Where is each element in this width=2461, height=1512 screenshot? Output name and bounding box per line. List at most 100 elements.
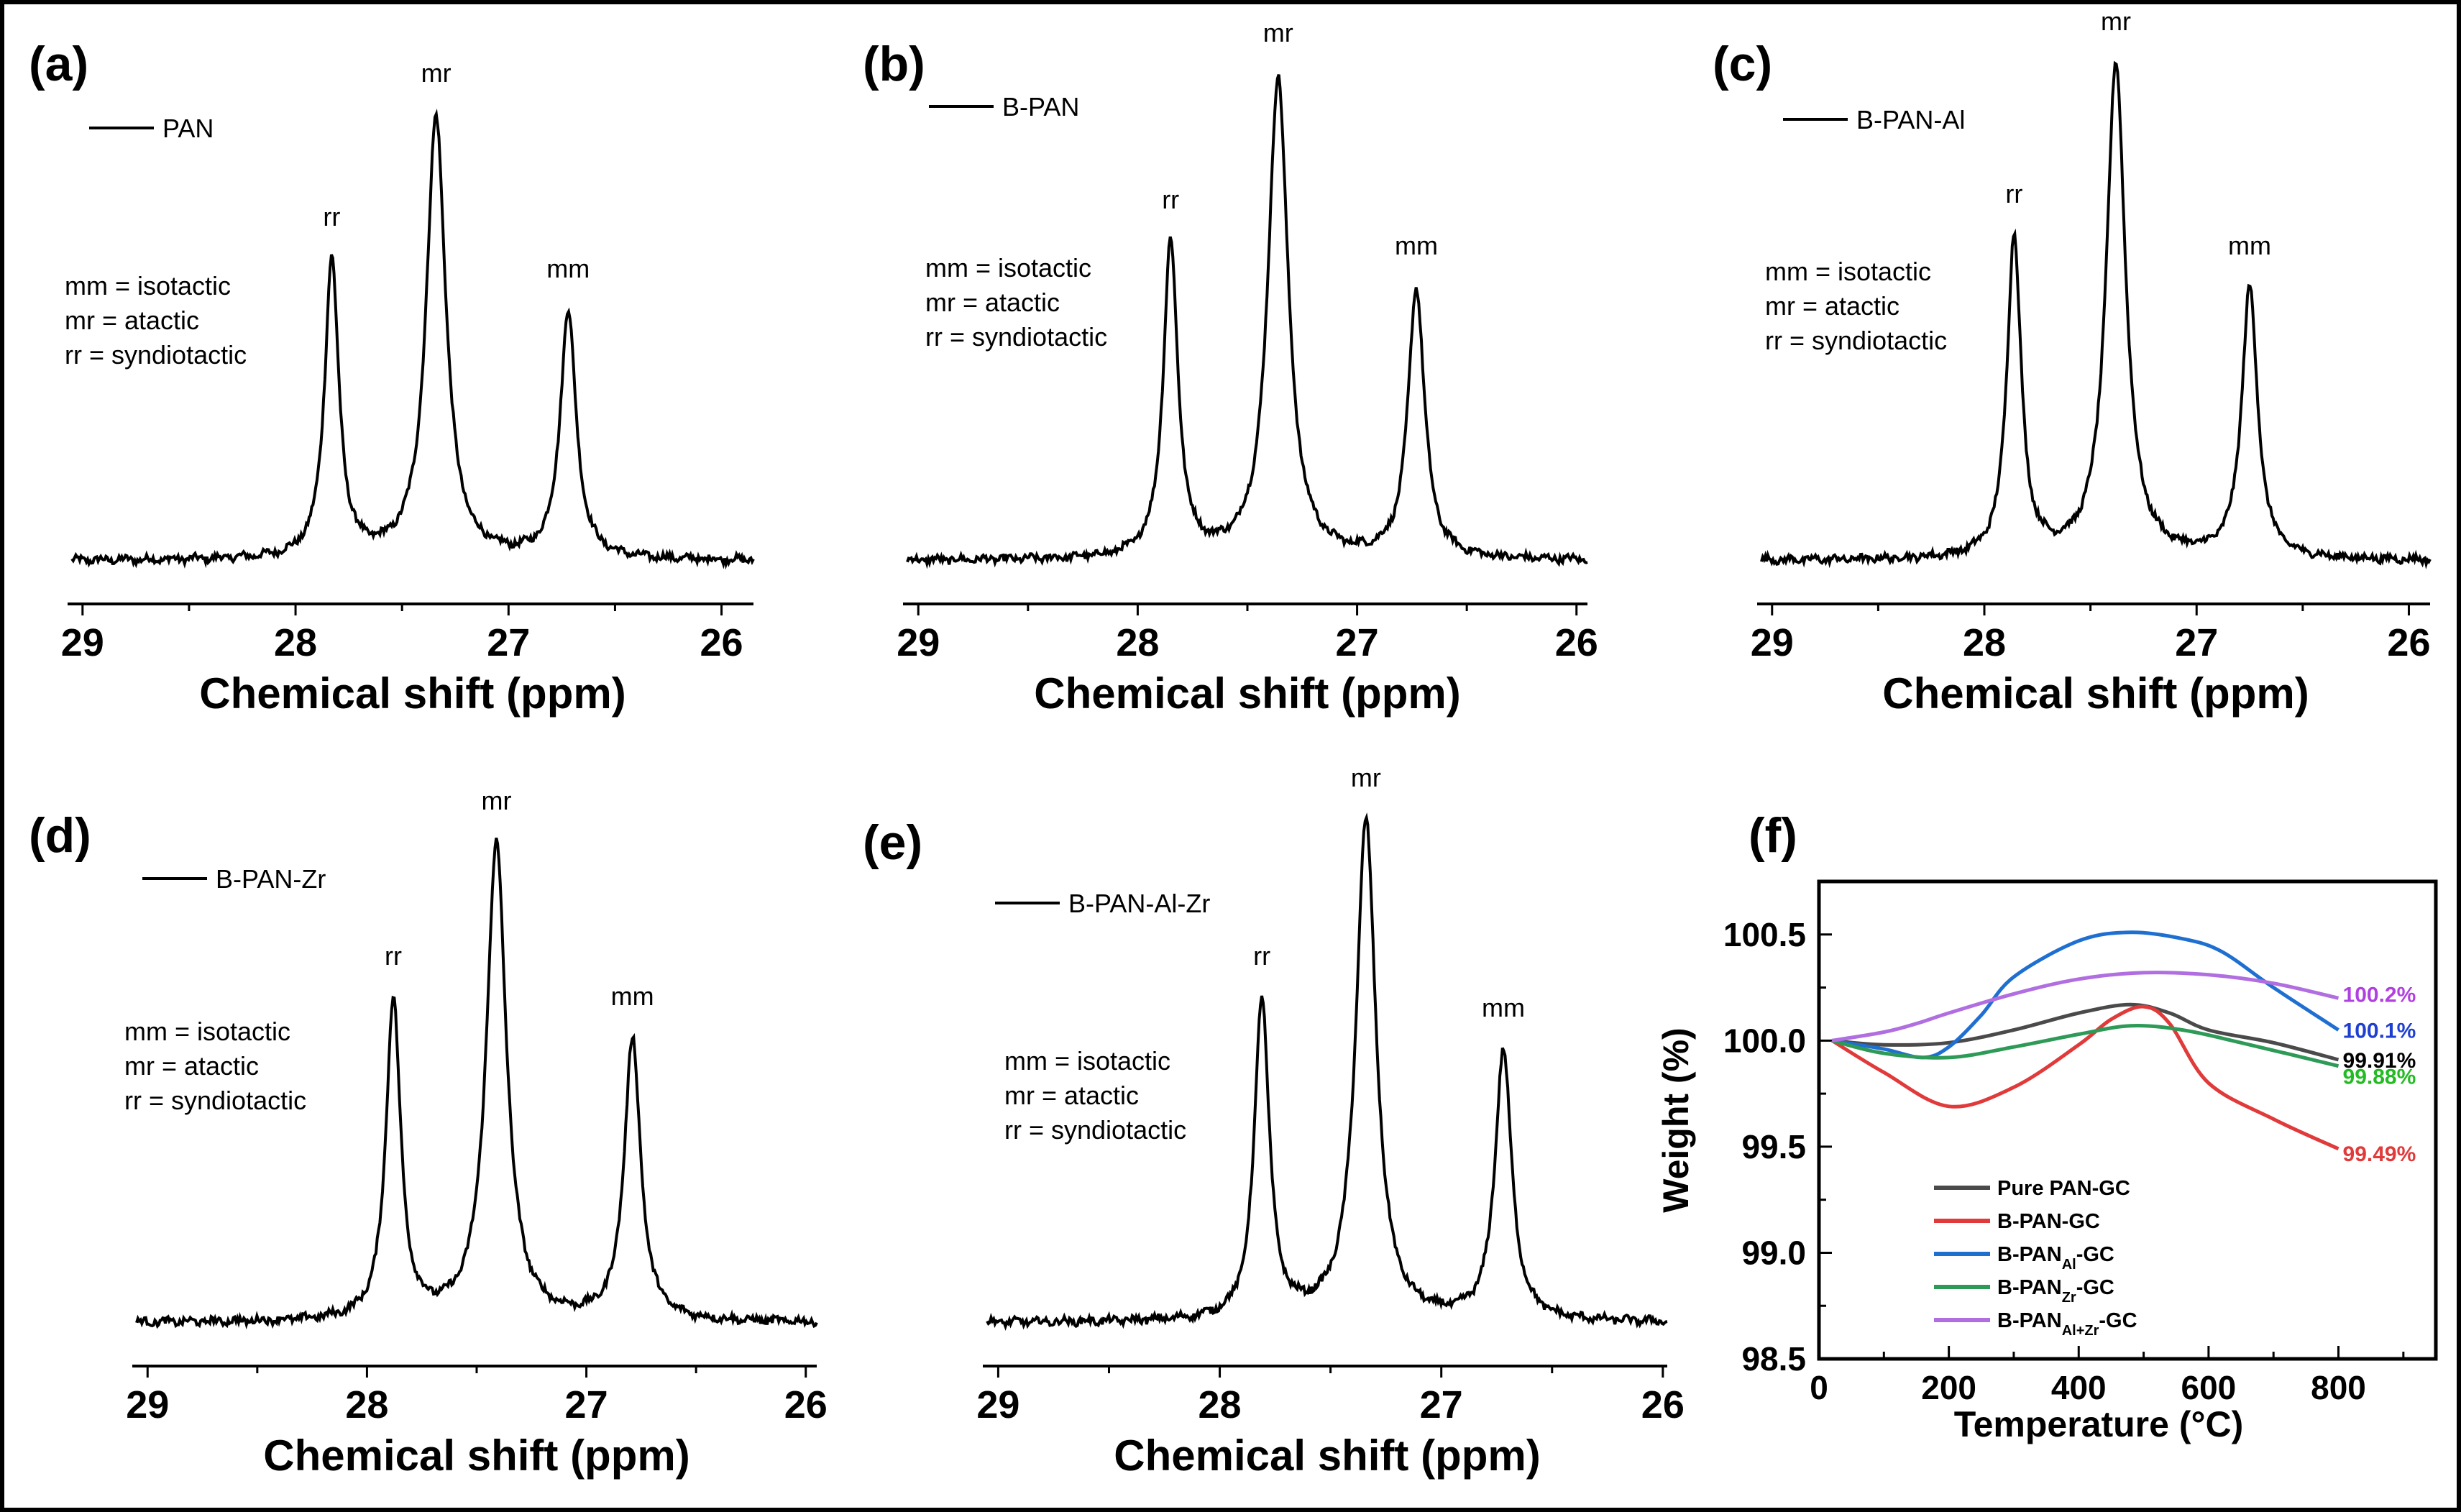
x-axis-title: Chemical shift (ppm)	[1882, 669, 2309, 718]
end-value-label: 99.91%	[2343, 1049, 2416, 1073]
legend-label: B-PAN	[1002, 92, 1079, 122]
x-tick-label: 27	[487, 621, 530, 664]
y-tick-label: 98.5	[1741, 1340, 1806, 1378]
x-tick-label: 28	[1116, 621, 1159, 664]
legend-label: PAN	[162, 114, 214, 143]
x-tick-label: 26	[2387, 621, 2430, 664]
peak-label-mr: mr	[481, 786, 511, 815]
note-text: mr = atactic	[1004, 1081, 1139, 1110]
peak-label-mr: mr	[1263, 18, 1293, 47]
x-tick-label: 200	[1921, 1369, 1976, 1406]
x-tick-label: 27	[2175, 621, 2218, 664]
x-tick-label: 29	[61, 621, 104, 664]
x-tick-label: 26	[1641, 1383, 1685, 1426]
spectrum-line	[70, 109, 755, 570]
peak-label-mr: mr	[1351, 763, 1381, 792]
spectrum-line	[1760, 60, 2432, 569]
note-text: mm = isotactic	[1765, 257, 1931, 286]
note-text: rr = syndiotactic	[124, 1086, 306, 1115]
spectrum-line	[135, 837, 818, 1330]
legend-entry: B-PANAl-GC	[1997, 1243, 2114, 1273]
x-axis-title: Temperature (°C)	[1954, 1404, 2243, 1444]
spectrum-line	[986, 812, 1668, 1332]
x-tick-label: 600	[2181, 1369, 2237, 1406]
peak-label-mm: mm	[611, 981, 654, 1011]
end-value-label: 99.49%	[2343, 1142, 2416, 1166]
x-tick-label: 26	[1555, 621, 1598, 664]
note-text: mr = atactic	[1765, 291, 1899, 321]
end-value-label: 100.1%	[2343, 1020, 2416, 1043]
series-line-4	[1831, 971, 2339, 1043]
panel-label: (e)	[863, 815, 922, 870]
legend-entry: B-PANAl+Zr-GC	[1997, 1309, 2137, 1339]
x-axis-title: Chemical shift (ppm)	[1034, 669, 1460, 718]
legend-entry: B-PANZr-GC	[1997, 1276, 2114, 1306]
legend-label: B-PAN-Al	[1856, 105, 1965, 134]
x-axis-title: Chemical shift (ppm)	[1114, 1431, 1540, 1480]
panel-label: (b)	[863, 37, 925, 91]
peak-label-rr: rr	[2005, 179, 2022, 209]
note-text: mm = isotactic	[65, 271, 231, 301]
end-value-label: 100.2%	[2343, 983, 2416, 1007]
x-tick-label: 0	[1810, 1369, 1828, 1406]
nmr-panel-c: (c) B-PAN-Al mm = isotactic mr = atactic rr …	[1713, 6, 2432, 718]
spectrum-line	[906, 74, 1588, 569]
legend-entry: B-PAN-GC	[1997, 1210, 2100, 1233]
nmr-panel-e: (e) B-PAN-Al-Zr mm = isotactic mr = atactic…	[863, 763, 1685, 1480]
y-tick-label: 100.5	[1723, 916, 1806, 953]
x-tick-label: 27	[1336, 621, 1379, 664]
plot-frame	[1817, 879, 2438, 1361]
nmr-panel-d: (d) B-PAN-Zr mm = isotactic mr = atactic rr …	[29, 786, 828, 1480]
panel-label: (f)	[1749, 808, 1797, 863]
note-text: mm = isotactic	[124, 1017, 290, 1046]
x-tick-label: 28	[1963, 621, 2006, 664]
panel-label: (c)	[1713, 37, 1772, 91]
nmr-panel-b: (b) B-PAN mm = isotactic mr = atactic rr = s…	[863, 18, 1598, 718]
panel-label: (a)	[29, 37, 88, 91]
peak-label-rr: rr	[323, 202, 340, 232]
y-axis-title: Weight (%)	[1656, 1027, 1696, 1212]
panel-label: (d)	[29, 808, 91, 863]
y-tick-label: 100.0	[1723, 1022, 1806, 1059]
peak-label-rr: rr	[385, 941, 402, 971]
peak-label-rr: rr	[1162, 185, 1179, 214]
note-text: rr = syndiotactic	[65, 340, 247, 370]
note-text: mr = atactic	[124, 1051, 259, 1081]
note-text: rr = syndiotactic	[1004, 1115, 1186, 1145]
x-tick-label: 26	[784, 1383, 828, 1426]
legend-entry: Pure PAN-GC	[1997, 1177, 2130, 1200]
x-tick-label: 400	[2051, 1369, 2107, 1406]
series-line-1	[1830, 1004, 2339, 1151]
legend-label: B-PAN-Al-Zr	[1068, 889, 1210, 918]
peak-label-mm: mm	[1482, 993, 1525, 1022]
note-text: mm = isotactic	[1004, 1046, 1170, 1076]
x-axis-title: Chemical shift (ppm)	[263, 1431, 689, 1480]
note-text: rr = syndiotactic	[925, 322, 1107, 352]
note-text: rr = syndiotactic	[1765, 326, 1947, 355]
x-tick-label: 28	[274, 621, 317, 664]
note-text: mm = isotactic	[925, 253, 1091, 283]
x-tick-label: 800	[2311, 1369, 2366, 1406]
y-tick-label: 99.0	[1741, 1234, 1806, 1271]
end-value-label: 99.88%	[2343, 1066, 2416, 1089]
peak-label-mm: mm	[2228, 231, 2271, 260]
x-tick-label: 29	[976, 1383, 1019, 1426]
x-tick-label: 27	[1420, 1383, 1463, 1426]
x-tick-label: 28	[1199, 1383, 1242, 1426]
x-tick-label: 26	[700, 621, 743, 664]
x-tick-label: 27	[565, 1383, 608, 1426]
y-tick-label: 99.5	[1741, 1128, 1806, 1165]
x-axis-title: Chemical shift (ppm)	[199, 669, 625, 718]
peak-label-mr: mr	[421, 58, 452, 88]
x-tick-label: 28	[345, 1383, 388, 1426]
peak-label-mm: mm	[546, 254, 590, 283]
peak-label-mr: mr	[2101, 6, 2131, 36]
x-tick-label: 29	[126, 1383, 169, 1426]
note-text: mr = atactic	[925, 288, 1060, 317]
legend-label: B-PAN-Zr	[216, 864, 326, 894]
tga-panel-f: (f) 0 200 400 600 800 Temperature (°C) 98.5 99.0…	[1656, 808, 2438, 1444]
note-text: mr = atactic	[65, 306, 199, 335]
peak-label-rr: rr	[1253, 941, 1270, 971]
